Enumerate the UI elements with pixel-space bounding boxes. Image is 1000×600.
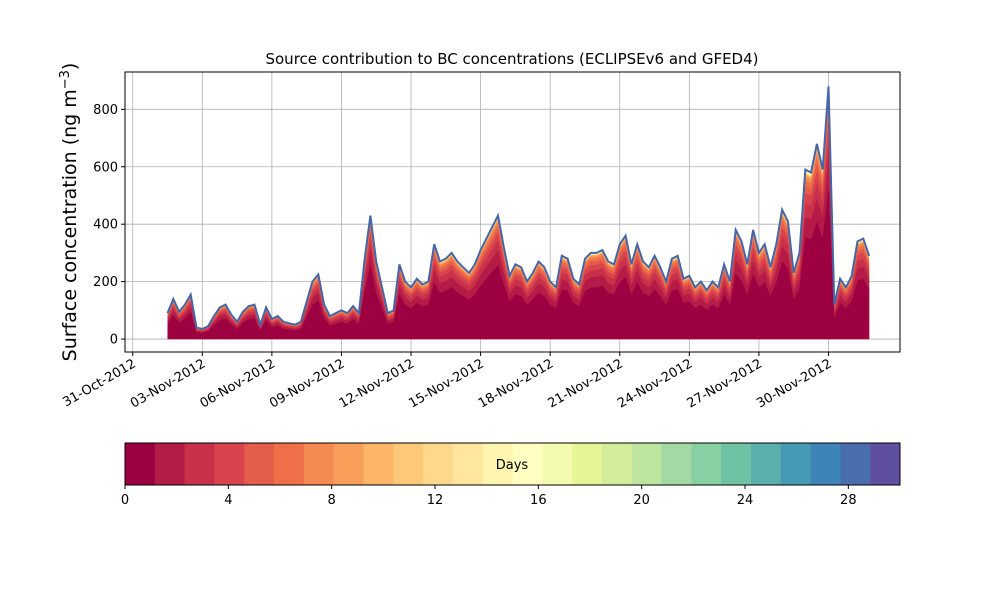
plot-frame — [124, 71, 901, 353]
colorbar-tick-label: 8 — [328, 493, 336, 508]
y-tick-label: 800 — [93, 103, 118, 118]
colorbar-segment — [661, 443, 692, 485]
x-tick-label: 21-Nov-2012 — [545, 356, 625, 411]
colorbar-segment — [512, 443, 543, 485]
colorbar-segment — [363, 443, 394, 485]
y-axis-label: Surface concentration (ng m−3) — [58, 63, 82, 362]
colorbar-segment — [184, 443, 215, 485]
colorbar-tick-label: 16 — [530, 493, 547, 508]
colorbar-segment — [154, 443, 186, 485]
colorbar-segment — [303, 443, 335, 485]
y-tick-label: 0 — [110, 333, 118, 348]
y-axis-ticks: 0 200 400 600 800 — [93, 103, 125, 348]
colorbar-tick-label: 12 — [427, 493, 444, 508]
colorbar-segment — [780, 443, 812, 485]
colorbar-tick-label: 0 — [121, 493, 129, 508]
colorbar-segment — [274, 443, 305, 485]
x-tick-label: 27-Nov-2012 — [685, 356, 765, 411]
colorbar-segment — [572, 443, 603, 485]
x-tick-label: 31-Oct-2012 — [60, 356, 138, 410]
colorbar-segment — [631, 443, 663, 485]
area-band-0 — [167, 187, 870, 340]
colorbar-segment — [393, 443, 424, 485]
colorbar-segment — [721, 443, 752, 485]
colorbar-segment — [333, 443, 364, 485]
colorbar-segment — [691, 443, 722, 485]
colorbar-ticks: 0 4 8 12 16 20 24 28 — [121, 485, 857, 508]
y-tick-label: 400 — [93, 218, 118, 233]
chart-title: Source contribution to BC concentrations… — [265, 50, 758, 68]
x-tick-label: 12-Nov-2012 — [337, 356, 417, 411]
colorbar-frame — [124, 442, 901, 486]
colorbar-tick-label: 20 — [633, 493, 650, 508]
x-tick-label: 15-Nov-2012 — [406, 356, 486, 411]
colorbar-segment — [244, 443, 275, 485]
colorbar-segment — [870, 443, 901, 485]
x-axis-ticks: 31-Oct-201203-Nov-201206-Nov-201209-Nov-… — [60, 352, 834, 411]
colorbar-tick-label: 4 — [224, 493, 232, 508]
colorbar-segment — [601, 443, 633, 485]
x-tick-label: 30-Nov-2012 — [754, 356, 834, 411]
colorbar-segment — [482, 443, 513, 485]
colorbar-segment — [810, 443, 841, 485]
x-tick-label: 09-Nov-2012 — [267, 356, 347, 411]
total-line — [166, 86, 871, 331]
colorbar-segment — [214, 443, 245, 485]
x-tick-label: 03-Nov-2012 — [128, 356, 208, 411]
x-tick-label: 24-Nov-2012 — [615, 356, 695, 411]
colorbar-segment — [423, 443, 454, 485]
y-tick-label: 600 — [93, 160, 118, 175]
x-tick-label: 18-Nov-2012 — [476, 356, 556, 411]
colorbar-segment — [125, 443, 156, 485]
colorbar-segment — [542, 443, 573, 485]
colorbar-tick-label: 24 — [737, 493, 754, 508]
stacked-areas — [167, 86, 870, 340]
total-envelope-line — [166, 86, 871, 331]
colorbar-segment — [750, 443, 782, 485]
colorbar-tick-label: 28 — [840, 493, 857, 508]
colorbar-label: Days — [496, 458, 529, 473]
x-tick-label: 06-Nov-2012 — [198, 356, 278, 411]
y-tick-label: 200 — [93, 275, 118, 290]
colorbar — [125, 443, 901, 485]
colorbar-segment — [452, 443, 484, 485]
colorbar-segment — [840, 443, 871, 485]
